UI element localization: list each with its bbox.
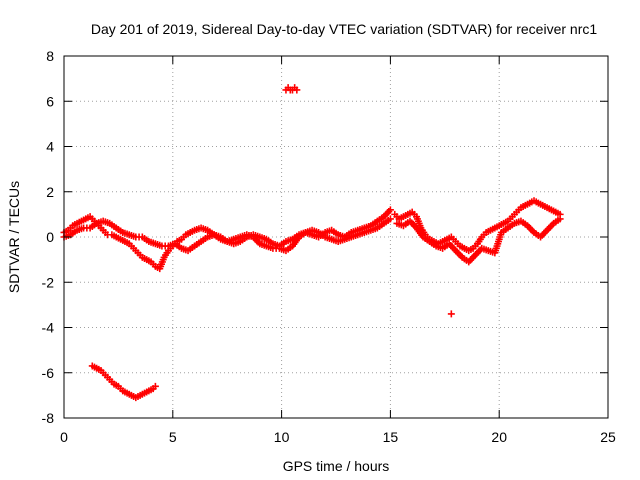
data-point — [386, 206, 394, 214]
data-point — [556, 215, 564, 223]
y-tick-label: -8 — [42, 410, 55, 426]
axis-ticks: 0 5 10 15 20 25 -8 -6 -4 -2 0 2 4 6 8 — [42, 48, 616, 445]
x-tick-label: 25 — [600, 429, 616, 445]
data-points — [60, 84, 564, 402]
y-tick-label: 8 — [46, 48, 54, 64]
data-point — [386, 215, 394, 223]
y-tick-label: 2 — [46, 184, 54, 200]
x-tick-label: 20 — [491, 429, 507, 445]
chart-title: Day 201 of 2019, Sidereal Day-to-day VTE… — [91, 21, 597, 37]
data-point — [293, 86, 301, 94]
x-axis-label: GPS time / hours — [283, 458, 390, 474]
y-tick-label: 4 — [46, 139, 54, 155]
x-tick-label: 5 — [169, 429, 177, 445]
y-axis-label: SDTVAR / TECUs — [6, 181, 22, 293]
y-tick-label: -6 — [42, 365, 55, 381]
y-tick-label: 6 — [46, 93, 54, 109]
x-tick-label: 10 — [274, 429, 290, 445]
y-tick-label: -4 — [42, 320, 55, 336]
y-tick-label: -2 — [42, 274, 55, 290]
data-point — [151, 382, 159, 390]
x-tick-label: 15 — [383, 429, 399, 445]
x-tick-label: 0 — [60, 429, 68, 445]
data-point — [447, 310, 455, 318]
y-tick-label: 0 — [46, 229, 54, 245]
